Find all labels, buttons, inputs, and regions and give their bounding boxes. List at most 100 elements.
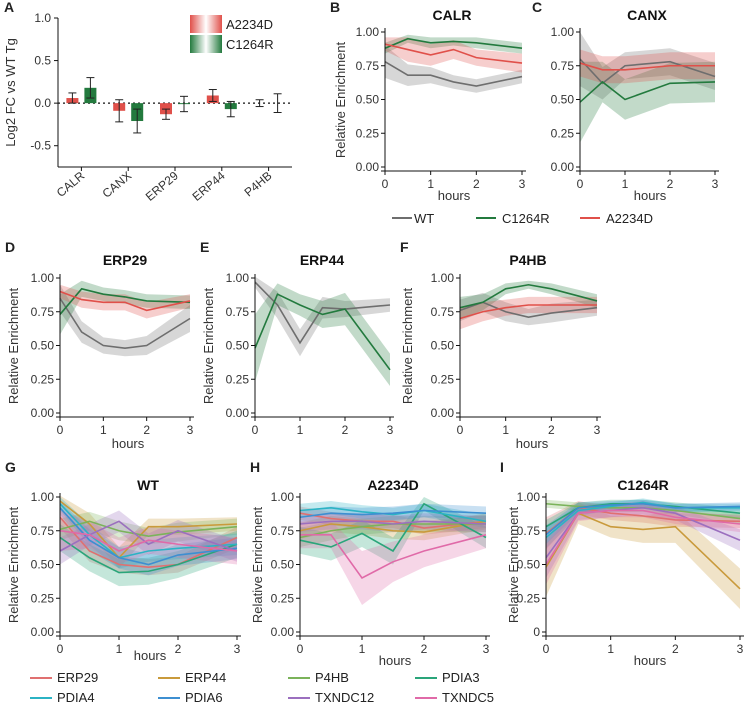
y-tick-label: 1.00	[226, 271, 250, 285]
x-tick-label: 1	[297, 423, 304, 437]
x-tick-label: 2	[548, 423, 555, 437]
y-tick-label: 0.25	[356, 126, 380, 140]
x-axis-label: hours	[379, 653, 412, 668]
band-TXNDC5	[546, 503, 740, 585]
series-line-PDIA6	[299, 509, 487, 519]
band-C1264R	[60, 280, 190, 335]
band-PDIA3	[60, 524, 237, 587]
band-TXNDC5	[300, 521, 486, 605]
x-tick-label: 2	[143, 423, 150, 437]
panel-title: ERP44	[300, 252, 345, 268]
series-line-P4HB	[545, 502, 741, 520]
y-axis-label: Relative Enrichment	[6, 506, 21, 623]
series-line-ERP44	[299, 520, 487, 533]
series-line-TXNDC12	[59, 520, 238, 552]
x-tick-label: 0	[382, 177, 389, 191]
y-tick-label: 0.0	[34, 96, 51, 110]
y-tick-label: 0.25	[551, 126, 575, 140]
panel-H: H A2234D 0.00 0.25 0.50 0.75 1.00 0 1 2 3 hours Rela…	[250, 459, 490, 668]
panel-title: P4HB	[509, 252, 546, 268]
series-line-ERP29	[59, 516, 238, 569]
x-axis-label: hours	[634, 653, 667, 668]
series-line-PDIA3	[59, 536, 238, 574]
x-tick-label: 2	[421, 642, 428, 656]
series-line-C1264R	[59, 287, 191, 315]
y-tick-label: 0.50	[271, 558, 295, 572]
x-tick-label: 0	[297, 642, 304, 656]
legend-label: C1264R	[502, 211, 550, 226]
x-axis-label: hours	[634, 188, 667, 203]
series-line-PDIA3	[299, 502, 487, 553]
y-tick-label: -0.5	[30, 139, 51, 153]
band-TXNDC12	[300, 513, 486, 533]
legend-label: C1264R	[226, 37, 274, 52]
x-tick-label: 2	[175, 642, 182, 656]
band-ERP44	[60, 495, 237, 569]
legend-top: WT C1264R A2234D	[392, 211, 653, 226]
legend-bottom: ERP29 ERP44 P4HB PDIA3 PDIA4 PDIA6 TXNDC12 TXND…	[30, 670, 494, 705]
y-tick-label: 0.00	[551, 160, 575, 174]
panel-title: CANX	[627, 7, 667, 23]
legend-label: PDIA3	[442, 670, 480, 685]
series-line-ERP44	[59, 500, 238, 559]
y-axis-label: Relative Enrichment	[400, 287, 415, 404]
y-axis-label: Relative Enrichment	[250, 506, 265, 623]
y-tick-label: 0.50	[551, 93, 575, 107]
x-tick-label: 3	[594, 423, 601, 437]
x-tick-label: 0	[252, 423, 259, 437]
panel-E: E ERP44 0.00 0.25 0.50 0.75 1.00 0 1 2 3 Relative E…	[200, 239, 394, 437]
x-tick-label: CALR	[54, 168, 88, 200]
y-tick-label: 0.50	[356, 93, 380, 107]
legend-label: A2234D	[606, 211, 653, 226]
x-tick-label: 1	[622, 177, 629, 191]
panel-title: WT	[137, 477, 159, 493]
series-line-C1264R	[579, 80, 716, 103]
y-axis-label: Relative Enrichment	[201, 287, 216, 404]
x-tick-label: ERP29	[143, 168, 181, 203]
series-line-WT	[59, 297, 191, 350]
band-C1264R	[460, 280, 597, 319]
y-tick-label: 0.5	[34, 54, 51, 68]
y-tick-label: 0.25	[31, 591, 55, 605]
x-tick-label: 3	[234, 642, 241, 656]
y-tick-label: 0.75	[226, 305, 250, 319]
panel-label: B	[330, 0, 340, 15]
y-tick-label: 0.25	[271, 591, 295, 605]
y-tick-label: 1.00	[356, 25, 380, 39]
legend-label: ERP44	[185, 670, 226, 685]
panel-label: E	[200, 239, 209, 255]
legend-label: A2234D	[226, 17, 273, 32]
x-tick-label: ERP44	[190, 168, 228, 203]
y-axis-label: Relative Enrichment	[333, 41, 348, 158]
y-tick-label: 0.75	[551, 59, 575, 73]
x-tick-label: P4HB	[242, 169, 275, 200]
band-C1264R	[580, 61, 715, 143]
series-line-TXNDC5	[300, 533, 487, 580]
series-line-P4HB	[299, 523, 486, 539]
x-tick-label: 1	[100, 423, 107, 437]
y-tick-label: 0.50	[31, 558, 55, 572]
series-line-WT	[384, 61, 523, 87]
panel-label: G	[5, 459, 16, 475]
x-tick-label: 0	[57, 423, 64, 437]
x-tick-label: 2	[672, 642, 679, 656]
series-line-A2234D	[59, 290, 191, 312]
x-tick-label: 2	[342, 423, 349, 437]
x-tick-label: 1	[116, 642, 123, 656]
series-line-C1264R	[459, 283, 598, 309]
series-line-TXNDC5	[59, 529, 238, 552]
y-tick-label: 0.75	[431, 305, 455, 319]
panel-title: CALR	[433, 7, 472, 23]
y-tick-label: 0.00	[31, 625, 55, 639]
band-TXNDC5	[60, 510, 237, 565]
series-line-ERP29	[299, 512, 487, 529]
x-tick-label: 3	[387, 423, 394, 437]
series-line-A2234D	[579, 62, 715, 71]
x-tick-label: 1	[427, 177, 434, 191]
y-tick-label: 0.00	[356, 160, 380, 174]
y-tick-label: 0.75	[517, 524, 541, 538]
series-line-C1264R	[384, 37, 523, 49]
x-tick-label: 1	[502, 423, 509, 437]
panel-F: F P4HB 0.00 0.25 0.50 0.75 1.00 0 1 2 3 hours Relati…	[400, 239, 601, 451]
